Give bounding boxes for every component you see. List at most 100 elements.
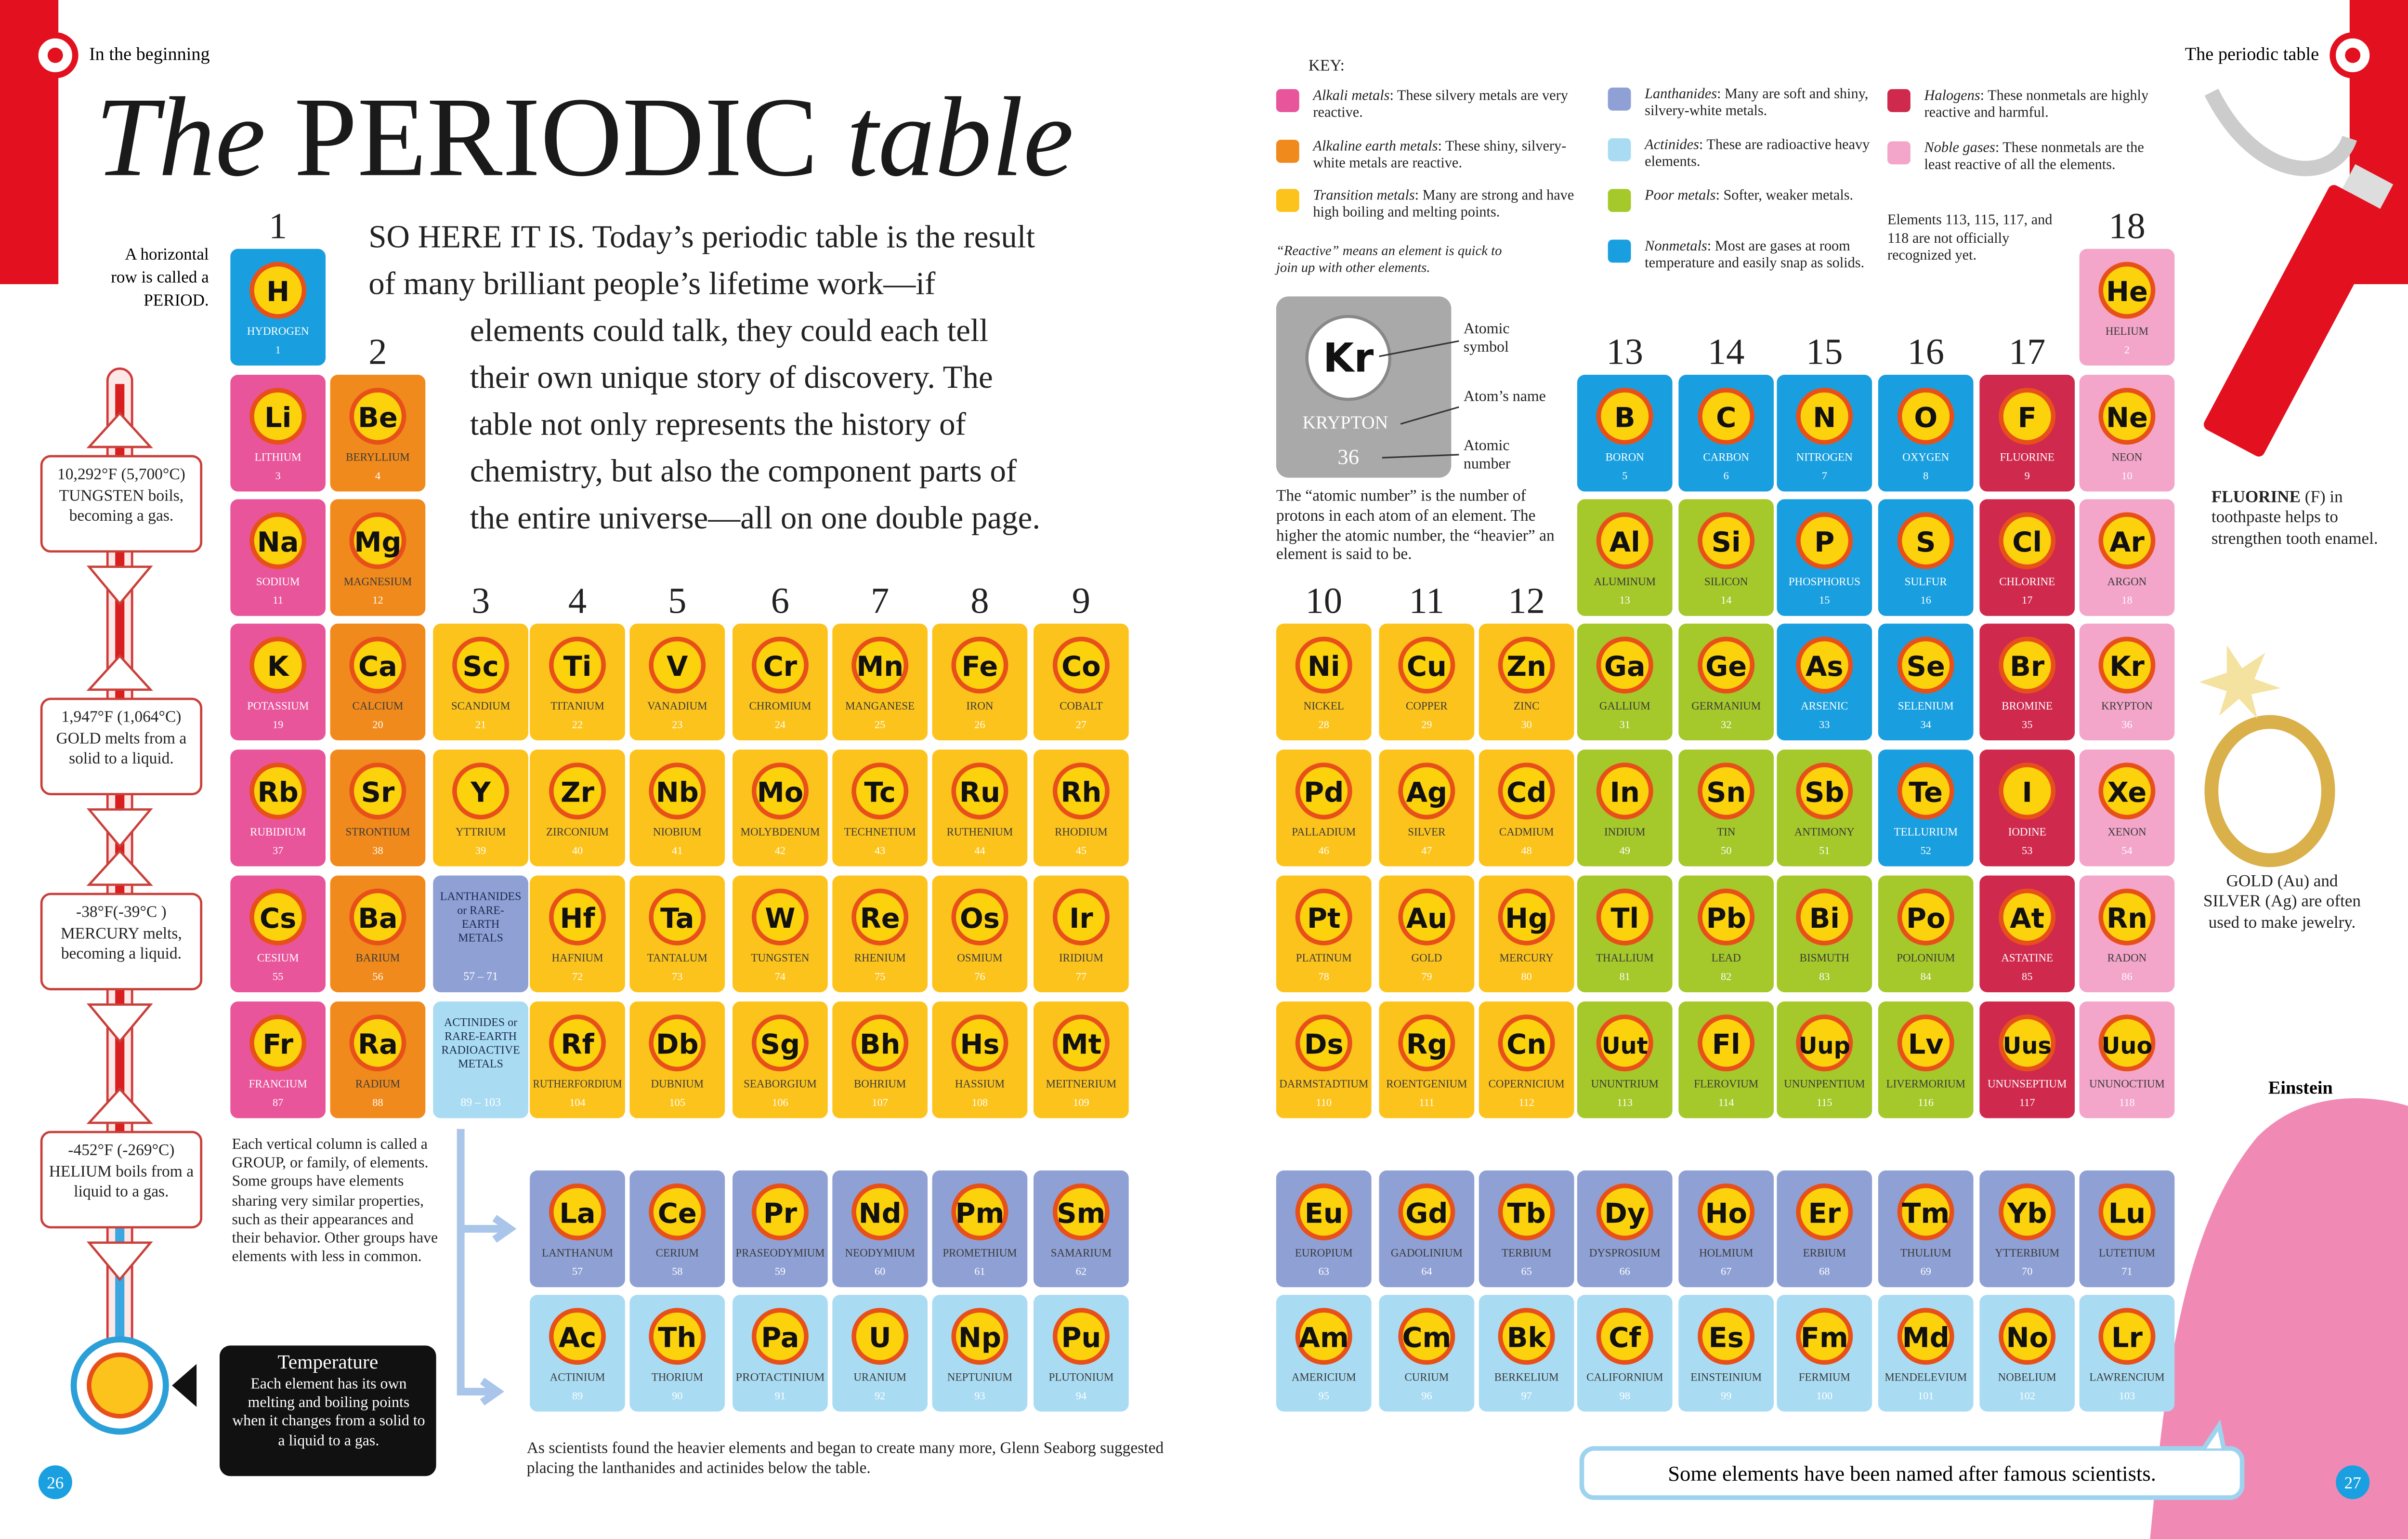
element-number: 23	[672, 718, 682, 730]
element-name: EUROPIUM	[1295, 1247, 1353, 1259]
header-left: In the beginning	[89, 44, 210, 64]
group-label: 17	[2009, 331, 2046, 372]
element-name: CHROMIUM	[749, 700, 811, 712]
thermometer-bulb	[87, 1352, 153, 1419]
element-tile: U URANIUM 92	[832, 1295, 928, 1412]
symbol-ring	[1295, 1308, 1352, 1365]
symbol-ring	[1698, 636, 1755, 694]
element-number: 110	[1316, 1096, 1332, 1108]
element-number: 4	[375, 470, 380, 482]
element-symbol: F	[2018, 401, 2037, 434]
element-tile: Fm FERMIUM 100	[1777, 1295, 1872, 1412]
element-tile: Uus UNUNSEPTIUM 117	[1979, 1001, 2075, 1118]
key-title: KEY:	[1308, 58, 1345, 76]
element-symbol: Hg	[1505, 902, 1548, 934]
example-note: The “atomic number” is the number of pro…	[1276, 488, 1555, 565]
element-name: RUTHERFORDIUM	[533, 1078, 622, 1090]
element-number: 42	[775, 844, 785, 856]
symbol-ring	[349, 1014, 406, 1072]
temperature-box	[219, 1345, 436, 1476]
group-label: 9	[1072, 580, 1090, 621]
element-number: 109	[1073, 1096, 1089, 1108]
element-name: RUTHENIUM	[947, 826, 1013, 838]
symbol-ring	[549, 1014, 606, 1072]
symbol-ring	[649, 1308, 706, 1365]
symbol-ring	[1052, 763, 1110, 820]
element-tile: Pb LEAD 82	[1678, 875, 1774, 992]
element-symbol: Cm	[1402, 1322, 1451, 1354]
element-number: 107	[872, 1096, 888, 1108]
element-number: 89	[572, 1390, 583, 1402]
symbol-ring	[1698, 888, 1755, 946]
placeholder-text: EARTH	[462, 918, 499, 931]
element-symbol: Mn	[856, 650, 903, 683]
symbol-ring	[951, 888, 1008, 946]
element-name: RADON	[2107, 952, 2147, 964]
element-tile: N NITROGEN 7	[1777, 375, 1872, 492]
element-number: 80	[1521, 970, 1531, 982]
element-symbol: K	[267, 650, 290, 683]
element-name: LIVERMORIUM	[1886, 1078, 1965, 1090]
element-tile: Na SODIUM 11	[230, 499, 326, 616]
callout-text: TUNGSTEN boils, becoming a gas.	[59, 488, 184, 525]
callout-arrow	[86, 654, 153, 848]
element-symbol: V	[667, 650, 688, 683]
page-number: 26	[47, 1473, 64, 1492]
element-name: UNUNPENTIUM	[1784, 1078, 1865, 1090]
example-number: 36	[1337, 445, 1359, 469]
element-name: LANTHANUM	[542, 1247, 613, 1259]
element-number: 50	[1721, 844, 1731, 856]
element-tile: Lv LIVERMORIUM 116	[1878, 1001, 1974, 1118]
element-number: 85	[2022, 970, 2032, 982]
symbol-ring	[249, 763, 307, 820]
element-symbol: He	[2106, 276, 2148, 308]
element-number: 101	[1918, 1390, 1934, 1402]
element-name: CHLORINE	[1999, 576, 2055, 588]
element-tile: O OXYGEN 8	[1878, 375, 1974, 492]
element-symbol: Bh	[860, 1028, 901, 1061]
symbol-ring	[1999, 1183, 2056, 1240]
element-symbol: Th	[658, 1322, 696, 1354]
element-symbol: O	[1914, 401, 1937, 434]
symbol-ring	[751, 763, 809, 820]
element-tile: Co COBALT 27	[1034, 623, 1129, 740]
symbol-ring	[1398, 763, 1455, 820]
element-number: 31	[1620, 718, 1630, 730]
leader-line	[1379, 340, 1459, 459]
element-symbol: Re	[860, 902, 900, 934]
element-name: FRANCIUM	[249, 1078, 307, 1090]
element-symbol: La	[559, 1197, 595, 1229]
element-tile: Rb RUBIDIUM 37	[230, 750, 326, 867]
symbol-ring	[1698, 1014, 1755, 1072]
element-tile: Tm THULIUM 69	[1878, 1170, 1974, 1288]
element-number: 73	[672, 970, 682, 982]
element-name: RHENIUM	[854, 952, 906, 964]
key-item: Halogens: These nonmetals are highly rea…	[1887, 89, 2152, 124]
symbol-ring	[2098, 1308, 2156, 1365]
element-name: PLUTONIUM	[1049, 1371, 1114, 1383]
element-symbol: Lr	[2111, 1322, 2143, 1354]
corner-icon	[47, 47, 63, 63]
symbol-ring	[1498, 888, 1555, 946]
key-term: Alkali metals	[1313, 89, 1390, 105]
element-name: YTTRIUM	[456, 826, 506, 838]
group-label: 12	[1508, 580, 1545, 621]
element-tile: Fl FLEROVIUM 114	[1678, 1001, 1774, 1118]
element-name: CERIUM	[656, 1247, 699, 1259]
element-symbol: Mg	[354, 526, 401, 558]
element-symbol: Dy	[1604, 1197, 1645, 1229]
header-right: The periodic table	[2185, 44, 2319, 64]
element-number: 95	[1319, 1390, 1329, 1402]
symbol-ring	[249, 636, 307, 694]
symbol-ring	[1698, 763, 1755, 820]
key-text: : These shiny, silvery-white metals are …	[1313, 140, 1567, 173]
element-number: 93	[974, 1390, 985, 1402]
element-symbol: Nb	[656, 776, 699, 809]
element-symbol: Kr	[2109, 650, 2145, 683]
element-symbol: Na	[257, 526, 299, 558]
symbol-ring	[1897, 1183, 1954, 1240]
element-name: NEODYMIUM	[845, 1247, 915, 1259]
element-name: UNUNTRIUM	[1591, 1078, 1659, 1090]
element-name: HAFNIUM	[551, 952, 603, 964]
